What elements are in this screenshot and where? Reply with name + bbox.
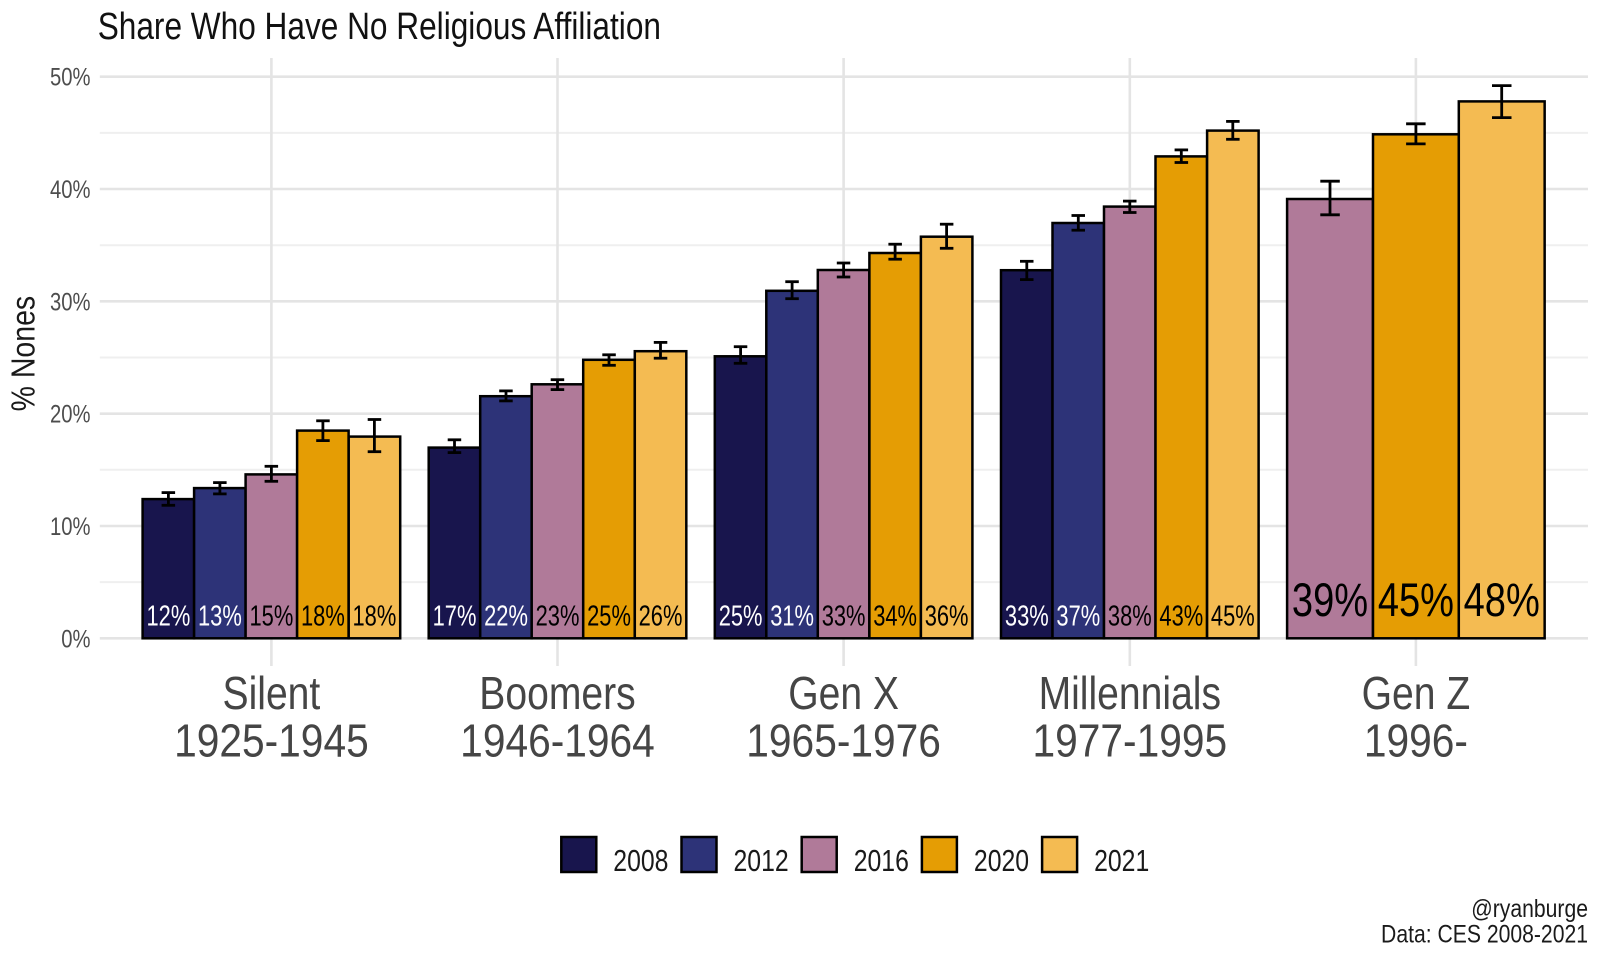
svg-text:18%: 18% bbox=[352, 601, 396, 633]
svg-text:20%: 20% bbox=[50, 400, 91, 429]
svg-text:23%: 23% bbox=[536, 601, 580, 633]
svg-text:1965-1976: 1965-1976 bbox=[746, 716, 941, 767]
svg-text:2016: 2016 bbox=[854, 843, 909, 877]
svg-text:50%: 50% bbox=[50, 63, 91, 92]
svg-text:40%: 40% bbox=[50, 175, 91, 204]
svg-text:38%: 38% bbox=[1108, 601, 1152, 633]
svg-text:26%: 26% bbox=[639, 601, 683, 633]
svg-text:39%: 39% bbox=[1292, 574, 1368, 627]
svg-text:43%: 43% bbox=[1159, 601, 1203, 633]
svg-text:34%: 34% bbox=[873, 601, 917, 633]
svg-text:2021: 2021 bbox=[1094, 843, 1149, 877]
svg-text:25%: 25% bbox=[719, 601, 763, 633]
svg-text:1925-1945: 1925-1945 bbox=[174, 716, 369, 767]
svg-text:1946-1964: 1946-1964 bbox=[460, 716, 655, 767]
svg-text:Silent: Silent bbox=[223, 668, 321, 720]
svg-text:@ryanburge: @ryanburge bbox=[1471, 894, 1588, 922]
svg-text:% Nones: % Nones bbox=[4, 296, 42, 412]
svg-text:Data: CES 2008-2021: Data: CES 2008-2021 bbox=[1381, 920, 1588, 948]
svg-text:Share Who Have No Religious Af: Share Who Have No Religious Affiliation bbox=[98, 5, 661, 47]
svg-text:15%: 15% bbox=[249, 601, 293, 633]
svg-text:45%: 45% bbox=[1378, 574, 1454, 627]
svg-text:18%: 18% bbox=[301, 601, 345, 633]
svg-text:33%: 33% bbox=[822, 601, 866, 633]
svg-text:Boomers: Boomers bbox=[479, 668, 635, 720]
svg-text:45%: 45% bbox=[1211, 601, 1255, 633]
svg-text:13%: 13% bbox=[198, 601, 242, 633]
svg-text:0%: 0% bbox=[61, 624, 90, 653]
svg-text:Gen X: Gen X bbox=[788, 668, 899, 720]
svg-text:22%: 22% bbox=[484, 601, 528, 633]
svg-text:2020: 2020 bbox=[974, 843, 1029, 877]
svg-text:25%: 25% bbox=[587, 601, 631, 633]
svg-text:Millennials: Millennials bbox=[1039, 668, 1221, 720]
svg-text:2012: 2012 bbox=[734, 843, 789, 877]
svg-text:Gen Z: Gen Z bbox=[1362, 668, 1471, 720]
svg-text:17%: 17% bbox=[433, 601, 477, 633]
svg-text:48%: 48% bbox=[1464, 574, 1540, 627]
svg-text:1977-1995: 1977-1995 bbox=[1032, 716, 1227, 767]
svg-text:36%: 36% bbox=[925, 601, 969, 633]
svg-text:31%: 31% bbox=[770, 601, 814, 633]
svg-text:2008: 2008 bbox=[613, 843, 668, 877]
svg-text:33%: 33% bbox=[1005, 601, 1049, 633]
svg-text:1996-: 1996- bbox=[1364, 716, 1468, 767]
svg-text:12%: 12% bbox=[146, 601, 190, 633]
svg-text:37%: 37% bbox=[1056, 601, 1100, 633]
svg-text:30%: 30% bbox=[50, 287, 91, 316]
svg-text:10%: 10% bbox=[50, 512, 91, 541]
